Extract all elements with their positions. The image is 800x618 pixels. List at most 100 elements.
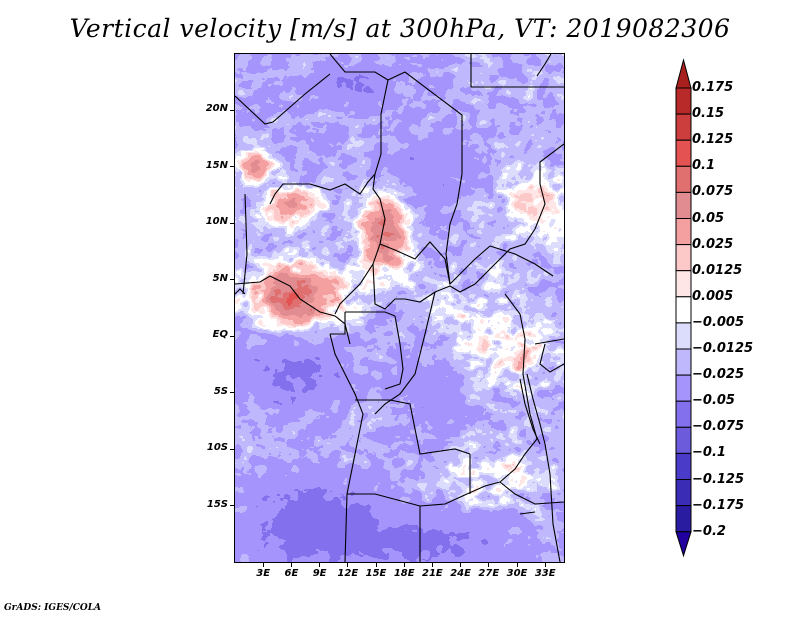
x-tick <box>403 562 405 567</box>
colorbar-swatch <box>675 505 692 533</box>
colorbar-swatch <box>675 270 692 298</box>
colorbar-label: 0.025 <box>692 236 734 252</box>
colorbar-label: −0.2 <box>692 523 726 539</box>
x-tick-label: 24E <box>450 568 471 579</box>
colorbar-swatch <box>675 296 692 324</box>
x-tick <box>516 562 518 567</box>
border-line <box>499 481 564 505</box>
y-tick <box>230 222 235 224</box>
colorbar-swatch <box>675 191 692 219</box>
colorbar-label: −0.005 <box>692 314 745 330</box>
y-tick <box>230 392 235 394</box>
colorbar-swatch <box>675 374 692 402</box>
y-tick-label: 10S <box>206 442 228 454</box>
border-line <box>334 173 386 315</box>
border-line <box>374 79 389 175</box>
border-line <box>330 312 346 335</box>
border-line <box>235 288 246 295</box>
x-tick <box>319 562 321 567</box>
x-tick-label: 6E <box>284 568 299 579</box>
y-tick-label: 20N <box>205 103 228 115</box>
border-line <box>489 245 554 277</box>
colorbar-min-arrow <box>675 531 692 558</box>
colorbar-swatch <box>675 87 692 115</box>
colorbar-label: −0.025 <box>692 367 745 383</box>
x-tick-label: 18E <box>393 568 415 579</box>
border-line <box>459 183 546 293</box>
x-tick-label: 21E <box>422 568 443 579</box>
border-line <box>235 73 331 125</box>
border-line <box>355 399 471 455</box>
x-tick-label: 27E <box>478 568 500 579</box>
x-tick <box>347 562 349 567</box>
lake-shore <box>526 373 546 445</box>
y-tick-label: 5N <box>212 272 228 284</box>
x-tick <box>375 562 377 567</box>
colorbar-max-arrow <box>675 58 692 89</box>
colorbar-label: −0.0125 <box>692 341 754 356</box>
x-tick-label: 33E <box>534 568 556 579</box>
border-line <box>544 443 561 562</box>
grads-credit: GrADS: IGES/COLA <box>4 603 102 613</box>
colorbar-label: 0.0125 <box>692 262 743 278</box>
x-tick <box>290 562 292 567</box>
colorbar: 0.175 0.15 0.125 0.1 0.075 0.05 0.025 0.0125 0.0… <box>660 55 790 565</box>
y-tick <box>230 335 235 337</box>
colorbar-swatch <box>675 400 692 428</box>
y-tick <box>230 279 235 281</box>
colorbar-label: 0.05 <box>692 210 725 226</box>
colorbar-swatch <box>675 113 692 141</box>
colorbar-swatch <box>675 426 692 454</box>
chart-title: Vertical velocity [m/s] at 300hPa, VT: 2… <box>69 14 731 43</box>
border-line <box>534 338 564 345</box>
coast-line <box>235 275 351 345</box>
border-line <box>347 481 501 507</box>
country-borders <box>235 54 564 562</box>
border-line <box>470 54 564 88</box>
border-line <box>372 263 461 310</box>
colorbar-label: 0.15 <box>692 106 725 122</box>
colorbar-swatches <box>675 58 692 558</box>
x-tick-label: 12E <box>337 568 359 579</box>
colorbar-label: −0.125 <box>692 471 745 487</box>
colorbar-label: −0.175 <box>692 497 745 513</box>
x-tick-label: 30E <box>506 568 528 579</box>
x-tick <box>262 562 264 567</box>
colorbar-label: −0.1 <box>692 445 726 461</box>
vertical-velocity-field <box>235 54 564 562</box>
colorbar-label: 0.125 <box>692 132 734 148</box>
y-tick <box>230 109 235 111</box>
colorbar-swatch <box>675 165 692 193</box>
border-line <box>499 293 538 483</box>
y-tick-label: 5S <box>213 385 228 397</box>
colorbar-swatch <box>675 479 692 507</box>
x-tick <box>544 562 546 567</box>
x-tick <box>431 562 433 567</box>
y-tick <box>230 166 235 168</box>
x-tick-label: 3E <box>256 568 271 579</box>
border-line <box>269 173 376 205</box>
y-tick <box>230 448 235 450</box>
map-plot-area <box>235 54 564 562</box>
colorbar-swatch <box>675 452 692 480</box>
colorbar-label: 0.005 <box>692 288 734 304</box>
border-line <box>242 193 248 295</box>
border-line <box>384 315 404 390</box>
x-tick <box>488 562 490 567</box>
map-frame <box>234 53 565 563</box>
colorbar-swatch <box>675 244 692 272</box>
coast-line <box>329 333 364 562</box>
colorbar-label: −0.075 <box>692 419 745 435</box>
y-tick-label: EQ <box>212 329 228 341</box>
colorbar-swatch <box>675 348 692 376</box>
border-line <box>345 311 396 317</box>
y-tick-label: 10N <box>205 216 228 228</box>
colorbar-swatch <box>675 139 692 167</box>
border-line <box>539 143 564 184</box>
border-line <box>539 343 564 373</box>
y-tick-label: 15S <box>206 498 228 510</box>
coast-line <box>536 54 552 77</box>
colorbar-label: −0.05 <box>692 393 735 409</box>
colorbar-label: 0.1 <box>692 158 716 174</box>
x-tick-label: 9E <box>312 568 327 579</box>
